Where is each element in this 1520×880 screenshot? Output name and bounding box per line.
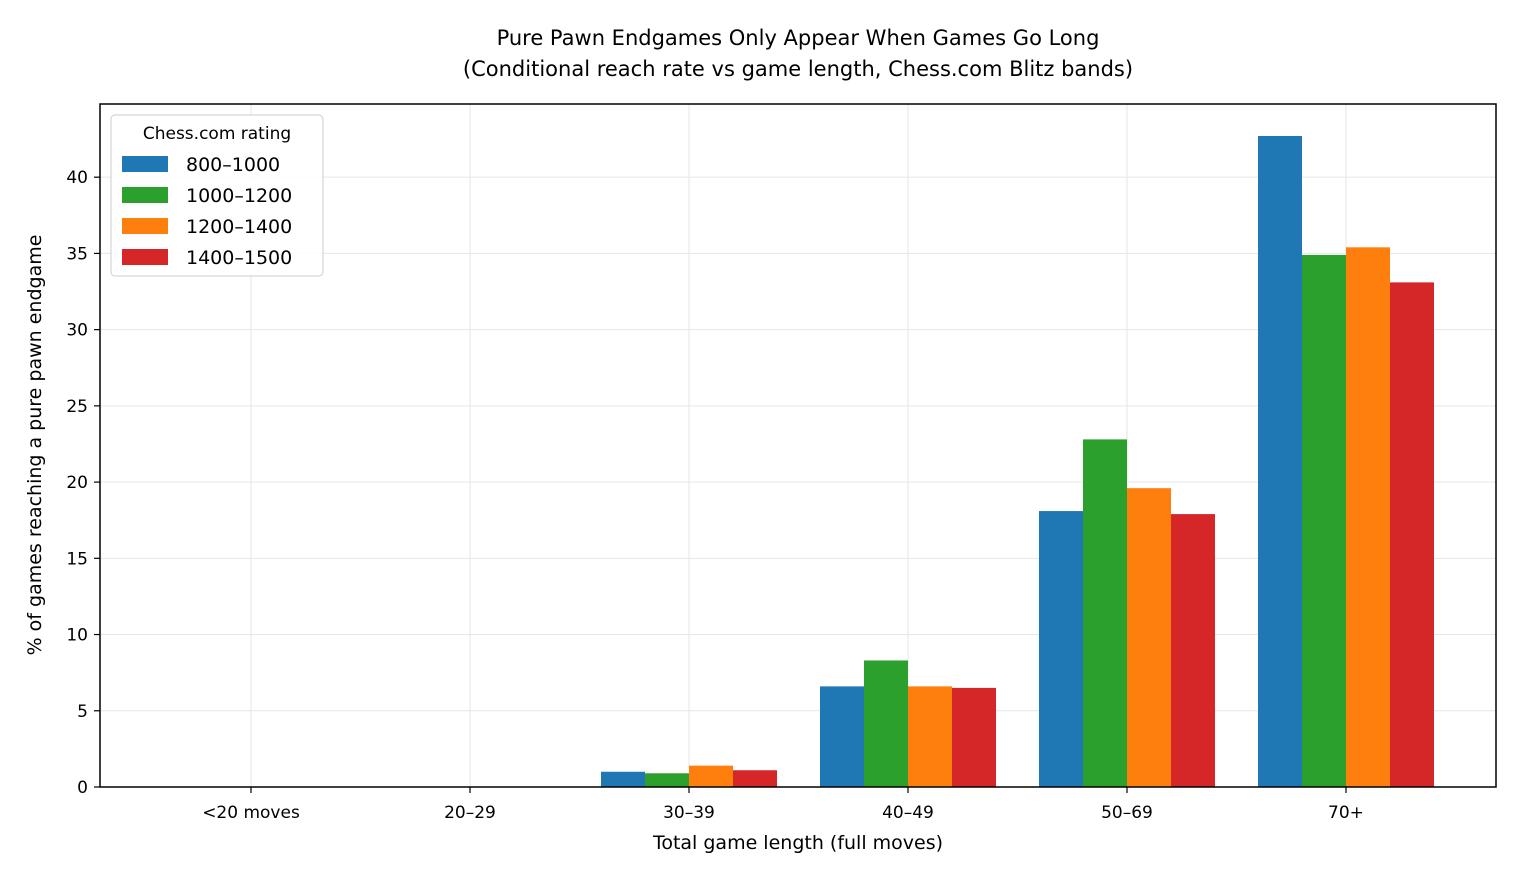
y-tick-label: 5 bbox=[77, 702, 88, 722]
bar-1400–1500-30–39 bbox=[733, 770, 777, 787]
y-tick-label: 30 bbox=[66, 321, 88, 341]
legend-items: 800–1000 1000–1200 1200–1400 1400–1500 bbox=[122, 154, 292, 269]
bar-800–1000-40–49 bbox=[820, 686, 864, 787]
y-axis-ticks: 0 5 10 15 20 25 30 35 40 bbox=[66, 168, 100, 798]
legend-swatch bbox=[122, 249, 168, 265]
legend-swatch bbox=[122, 156, 168, 172]
x-tick-label: <20 moves bbox=[202, 803, 300, 823]
x-tick-label: 20–29 bbox=[444, 803, 496, 823]
x-tick-label: 50–69 bbox=[1101, 803, 1153, 823]
x-axis-ticks: <20 moves 20–29 30–39 40–49 50–69 70+ bbox=[202, 787, 1364, 823]
bar-1200–1400-50–69 bbox=[1127, 488, 1171, 787]
legend-label: 1400–1500 bbox=[186, 247, 292, 269]
y-tick-label: 15 bbox=[66, 549, 88, 569]
y-tick-label: 35 bbox=[66, 244, 88, 264]
legend-swatch bbox=[122, 187, 168, 203]
bar-1000–1200-70+ bbox=[1302, 254, 1346, 788]
bar-1400–1500-50–69 bbox=[1171, 514, 1215, 787]
x-tick-label: 70+ bbox=[1328, 803, 1364, 823]
bar-1000–1200-40–49 bbox=[864, 660, 908, 787]
chart-subtitle: (Conditional reach rate vs game length, … bbox=[463, 57, 1133, 81]
bar-1000–1200-30–39 bbox=[645, 773, 689, 787]
legend-label: 1200–1400 bbox=[186, 216, 292, 238]
legend: Chess.com rating 800–1000 1000–1200 1200–1… bbox=[110, 114, 324, 277]
legend-title: Chess.com rating bbox=[143, 124, 291, 144]
bar-800–1000-30–39 bbox=[601, 771, 645, 787]
y-tick-label: 40 bbox=[66, 168, 88, 188]
x-axis-label: Total game length (full moves) bbox=[652, 832, 943, 854]
legend-swatch bbox=[122, 218, 168, 234]
bar-800–1000-50–69 bbox=[1039, 511, 1083, 787]
chart-title: Pure Pawn Endgames Only Appear When Game… bbox=[497, 26, 1100, 50]
legend-box bbox=[110, 114, 324, 277]
y-axis-label: % of games reaching a pure pawn endgame bbox=[24, 235, 46, 656]
x-tick-label: 30–39 bbox=[663, 803, 715, 823]
plot-frame bbox=[99, 103, 1497, 788]
bars bbox=[601, 136, 1434, 788]
legend-label: 1000–1200 bbox=[186, 185, 292, 207]
y-tick-label: 20 bbox=[66, 473, 88, 493]
bar-1000–1200-50–69 bbox=[1083, 439, 1127, 787]
bar-1200–1400-70+ bbox=[1346, 247, 1390, 787]
y-tick-label: 10 bbox=[66, 626, 88, 646]
legend-label: 800–1000 bbox=[186, 154, 280, 176]
bar-800–1000-70+ bbox=[1258, 136, 1302, 787]
bar-1400–1500-40–49 bbox=[952, 687, 996, 787]
bar-1200–1400-30–39 bbox=[689, 765, 733, 787]
y-tick-label: 25 bbox=[66, 397, 88, 417]
bar-1200–1400-40–49 bbox=[908, 686, 952, 787]
x-tick-label: 40–49 bbox=[882, 803, 934, 823]
bar-1400–1500-70+ bbox=[1390, 282, 1434, 787]
y-tick-label: 0 bbox=[77, 778, 88, 798]
